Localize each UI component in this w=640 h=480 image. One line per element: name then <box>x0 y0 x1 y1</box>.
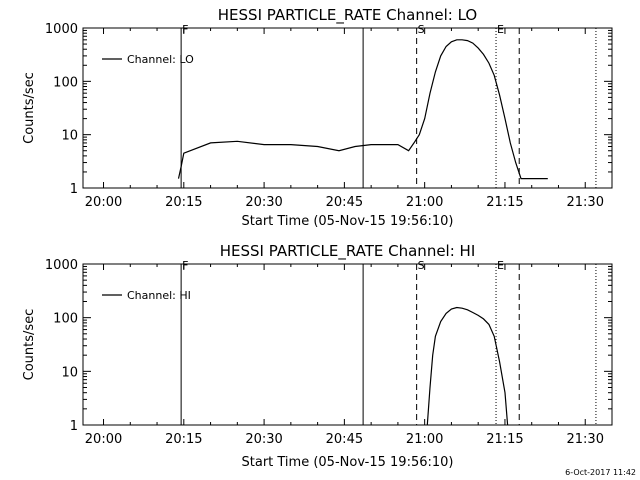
y-tick-label: 100 <box>53 312 78 327</box>
event-marker-label: E <box>497 23 504 36</box>
x-tick-label: 21:30 <box>567 195 604 210</box>
x-tick-label: 20:00 <box>85 432 122 447</box>
y-tick-label: 10 <box>61 129 78 144</box>
y-tick-label: 1 <box>70 182 78 197</box>
x-axis-label: Start Time (05-Nov-15 19:56:10) <box>242 214 454 229</box>
x-tick-label: 20:30 <box>245 195 282 210</box>
y-tick-label: 10 <box>61 365 78 380</box>
event-marker-label: F <box>182 23 188 36</box>
legend-label: Channel: HI <box>127 289 191 302</box>
chart-panel-0: HESSI PARTICLE_RATE Channel: LO Start Tim… <box>22 6 613 229</box>
chart-title: HESSI PARTICLE_RATE Channel: HI <box>220 242 476 261</box>
legend-label: Channel: LO <box>127 53 194 66</box>
x-tick-label: 20:45 <box>326 195 363 210</box>
x-tick-label: 20:45 <box>326 432 363 447</box>
x-tick-label: 21:00 <box>406 432 443 447</box>
chart-panel-1: HESSI PARTICLE_RATE Channel: HI Start Tim… <box>22 242 613 470</box>
event-marker-label: S <box>418 259 425 272</box>
plot-frame <box>82 263 613 426</box>
event-marker-label: S <box>418 23 425 36</box>
y-tick-label: 1000 <box>45 22 78 37</box>
x-tick-label: 20:15 <box>165 432 202 447</box>
x-tick-label: 21:00 <box>406 195 443 210</box>
y-axis-label: Counts/sec <box>22 72 37 144</box>
plot-frame <box>82 27 613 189</box>
y-tick-label: 100 <box>53 75 78 90</box>
timestamp-stamp: 6-Oct-2017 11:42 <box>565 468 636 477</box>
x-tick-label: 21:15 <box>486 432 523 447</box>
x-axis-label: Start Time (05-Nov-15 19:56:10) <box>242 455 454 470</box>
event-marker-label: F <box>182 259 188 272</box>
series-line <box>177 39 548 180</box>
x-tick-label: 20:00 <box>85 195 122 210</box>
x-tick-label: 21:30 <box>567 432 604 447</box>
event-marker-label: E <box>497 259 504 272</box>
chart-title: HESSI PARTICLE_RATE Channel: LO <box>218 6 477 25</box>
y-tick-label: 1 <box>70 419 78 434</box>
x-tick-label: 21:15 <box>486 195 523 210</box>
y-tick-label: 1000 <box>45 258 78 273</box>
series-line <box>426 306 509 426</box>
x-tick-label: 20:15 <box>165 195 202 210</box>
x-tick-label: 20:30 <box>245 432 282 447</box>
y-axis-label: Counts/sec <box>22 309 37 381</box>
